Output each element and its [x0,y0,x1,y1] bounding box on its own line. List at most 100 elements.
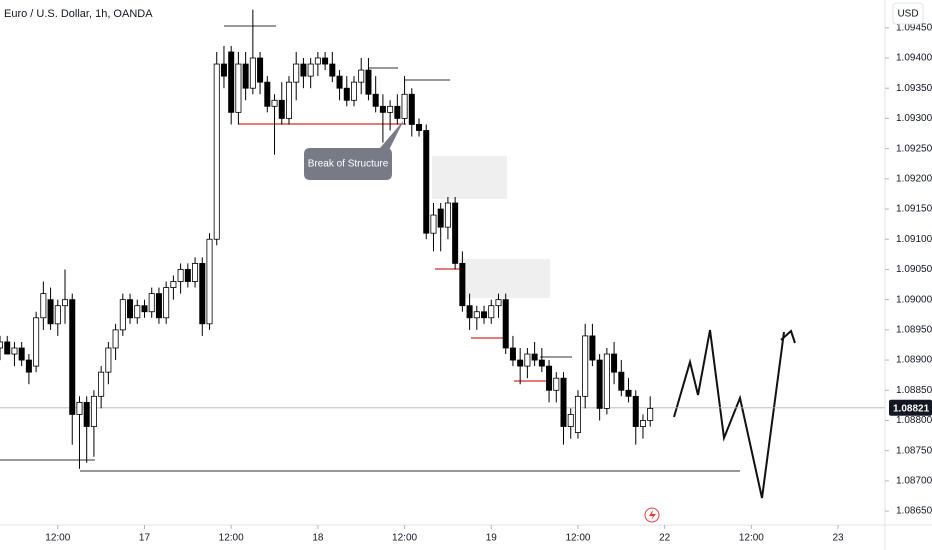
candle-body [62,299,69,307]
candle-body [495,299,502,307]
candle-body [76,401,83,415]
candle-body [567,414,574,427]
candle-body [264,81,271,107]
candle-body [4,341,11,355]
y-tick-label: 1.09100 [896,234,932,245]
candle-body [502,299,509,349]
candle-body [192,263,199,282]
candle-body [155,293,162,319]
candle-body [596,359,603,409]
candle-body [228,51,235,113]
candle-body [249,57,256,89]
x-tick-label: 12:00 [392,533,417,544]
candle-body [184,269,191,282]
y-tick-label: 1.09350 [896,83,932,94]
candle-body [112,329,119,349]
candle-body [531,353,538,361]
candle-body [473,311,480,319]
candle-body [170,281,177,288]
chart-title: Euro / U.S. Dollar, 1h, OANDA [4,8,153,20]
y-tick-label: 1.09450 [896,22,932,33]
y-tick-label: 1.09250 [896,143,932,154]
candle-body [611,353,618,373]
event-icon [644,507,660,523]
projection [673,329,785,499]
x-tick-label: 12:00 [565,533,590,544]
candle-body [459,263,466,307]
candle-body [639,420,646,427]
candle-body [574,395,581,433]
y-tick-label: 1.09000 [896,294,932,305]
candle-body [105,347,112,373]
candle-body [242,63,249,89]
candle-body [358,69,365,83]
candle-body [452,202,459,264]
candle-body [90,395,97,427]
candle-body [553,377,560,391]
candle-body [481,311,488,319]
candle-body [119,299,126,331]
candle-body [589,335,596,361]
x-tick-label: 18 [312,533,324,544]
candle-body [322,57,329,65]
x-tick-label: 22 [659,533,671,544]
supply-zone [432,156,507,199]
candle-body [220,63,227,77]
candle-body [54,305,61,325]
candle-body [350,81,357,101]
candle-body [343,87,350,101]
y-tick-label: 1.08950 [896,325,932,336]
candle-body [430,214,437,234]
candle-body [11,347,18,355]
candle-body [177,269,184,282]
last-price-label: 1.08821 [893,403,930,414]
candle-body [603,353,610,409]
y-tick-label: 1.08650 [896,506,932,517]
x-tick-label: 12:00 [45,533,70,544]
candle-body [47,299,54,325]
candle-body [199,263,206,325]
currency-label: USD [897,9,918,20]
candle-body [582,335,589,397]
candle-body [423,130,430,234]
projection-arrow [780,329,796,344]
candle-body [148,293,155,313]
candle-body [69,299,76,415]
candle-body [517,359,524,367]
y-tick-label: 1.08750 [896,445,932,456]
candle-body [437,208,444,228]
candle-body [285,81,292,119]
y-tick-label: 1.08850 [896,385,932,396]
y-tick-label: 1.09050 [896,264,932,275]
candle-body [524,353,531,367]
candle-body [466,305,473,319]
candle-body [134,305,141,319]
supply-zone [459,259,550,298]
candle-body [560,377,567,427]
candle-body [257,57,264,83]
last-price-box [889,399,932,416]
candle-body [444,202,451,228]
x-tick-label: 12:00 [219,533,244,544]
candle-body [235,63,242,113]
y-tick-label: 1.09400 [896,53,932,64]
candle-body [25,359,32,373]
event-icon [649,510,656,520]
x-tick-label: 12:00 [739,533,764,544]
candle-body [408,93,415,125]
candle-body [488,305,495,319]
drawings: Break of Structure [0,25,796,523]
candle-body [127,299,134,319]
candle-body [538,359,545,367]
currency-box [892,2,924,25]
candle-body [83,401,90,427]
candle-body [141,305,148,313]
candle-body [206,238,213,325]
x-tick-label: 17 [139,533,151,544]
candle-body [387,105,394,113]
candle-body [336,75,343,89]
y-tick-label: 1.09300 [896,113,932,124]
candle-body [618,371,625,391]
candle-body [300,63,307,77]
